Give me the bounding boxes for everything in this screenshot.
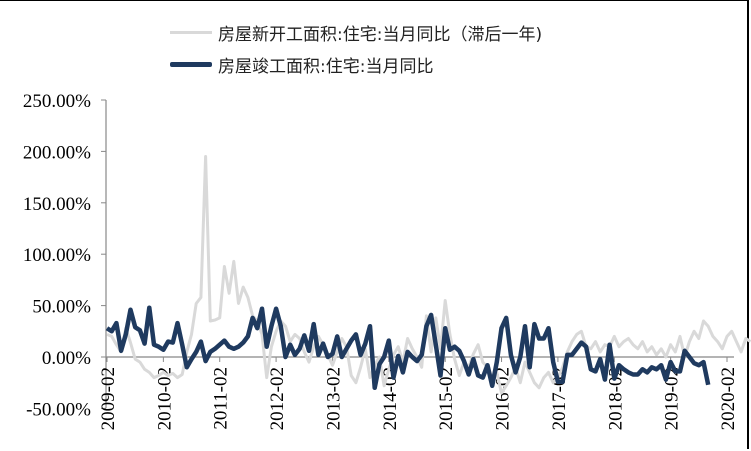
x-tick-label: 2009-02 <box>98 367 119 430</box>
x-tick-label: 2015-02 <box>436 367 457 430</box>
y-tick-label: 100.00% <box>23 245 91 266</box>
y-tick-label: 0.00% <box>42 348 91 369</box>
x-tick-label: 2010-02 <box>154 367 175 430</box>
x-axis: 2009-02 2010-02 2011-02 2012-02 2013-02 2014-… <box>98 356 739 430</box>
legend-label-completion: 房屋竣工面积:住宅:当月同比 <box>218 56 434 77</box>
x-tick-label: 2020-02 <box>718 367 739 430</box>
x-tick-label: 2011-02 <box>211 367 232 430</box>
y-tick-label: 50.00% <box>32 297 91 318</box>
x-tick-label: 2012-02 <box>267 367 288 430</box>
series-line-completion <box>105 305 711 391</box>
legend-swatch-dark <box>170 61 212 67</box>
x-tick-label: 2019-02 <box>662 367 683 430</box>
y-axis: 250.00% 200.00% 150.00% 100.00% 50.00% 0.00% -… <box>23 91 107 420</box>
legend-swatch-light <box>170 30 212 34</box>
legend: 房屋新开工面积:住宅:当月同比（滞后一年) 房屋竣工面积:住宅:当月同比 <box>170 16 542 80</box>
y-tick-label: 200.00% <box>23 142 91 163</box>
x-tick-label: 2018-02 <box>605 367 626 430</box>
y-tick-label: -50.00% <box>26 399 91 420</box>
x-tick-label: 2013-02 <box>323 367 344 430</box>
legend-label-new-construction: 房屋新开工面积:住宅:当月同比（滞后一年) <box>218 24 543 45</box>
legend-item-completion: 房屋竣工面积:住宅:当月同比 <box>170 48 542 80</box>
y-tick-label: 150.00% <box>23 194 91 215</box>
y-tick-label: 250.00% <box>23 91 91 112</box>
legend-item-new-construction: 房屋新开工面积:住宅:当月同比（滞后一年) <box>170 16 542 48</box>
series-line-new-construction <box>106 155 751 395</box>
